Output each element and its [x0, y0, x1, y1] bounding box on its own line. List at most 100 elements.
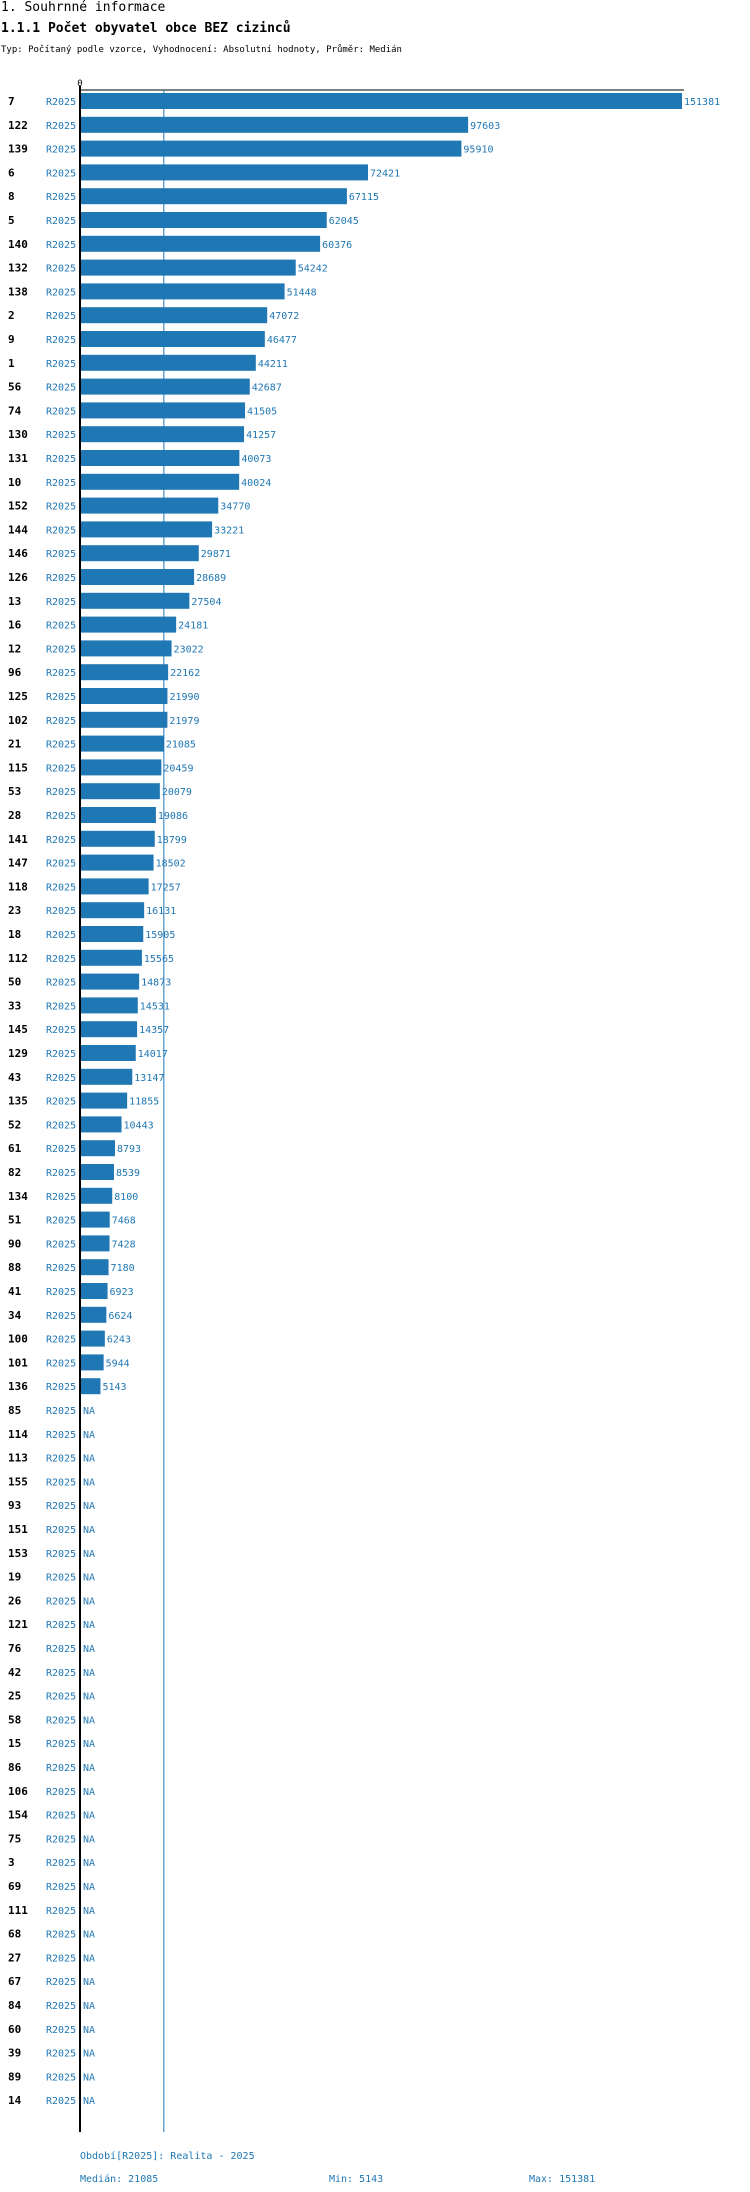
- row-period-label: R2025: [46, 502, 76, 513]
- bar: [80, 259, 296, 276]
- na-label: NA: [83, 1930, 95, 1941]
- row-id-label: 106: [8, 1785, 28, 1798]
- row-period-label: R2025: [46, 359, 76, 370]
- na-label: NA: [83, 1406, 95, 1417]
- na-label: NA: [83, 1763, 95, 1774]
- chart-title: 1.1.1 Počet obyvatel obce BEZ cizinců: [1, 21, 291, 36]
- bar-value-label: 19086: [158, 811, 188, 822]
- bar: [80, 1259, 109, 1276]
- bar-value-label: 95910: [463, 145, 493, 156]
- bar-value-label: 21979: [169, 716, 199, 727]
- bar-value-label: 42687: [252, 383, 282, 394]
- row-period-label: R2025: [46, 906, 76, 917]
- bar-value-label: 29871: [201, 549, 231, 560]
- row-period-label: R2025: [46, 1073, 76, 1084]
- bar: [80, 1354, 104, 1371]
- row-period-label: R2025: [46, 1335, 76, 1346]
- bar: [80, 1306, 107, 1323]
- bar: [80, 450, 240, 466]
- bar: [80, 997, 138, 1014]
- chart-meta-line: Typ: Počítaný podle vzorce, Vyhodnocení:…: [1, 45, 402, 55]
- row-id-label: 61: [8, 1142, 22, 1155]
- row-period-label: R2025: [46, 2025, 76, 2036]
- bar-value-label: 15905: [145, 930, 175, 941]
- row-period-label: R2025: [46, 192, 76, 203]
- bar-value-label: 34770: [220, 502, 250, 513]
- bar-value-label: 18799: [157, 835, 187, 846]
- row-period-label: R2025: [46, 1120, 76, 1131]
- row-id-label: 25: [8, 1690, 21, 1703]
- section-title: 1. Souhrnné informace: [1, 0, 166, 15]
- na-label: NA: [83, 1596, 95, 1607]
- row-period-label: R2025: [46, 621, 76, 632]
- row-period-label: R2025: [46, 668, 76, 679]
- row-period-label: R2025: [46, 1549, 76, 1560]
- bar: [80, 1330, 105, 1347]
- bar: [80, 1283, 108, 1299]
- row-id-label: 82: [8, 1166, 21, 1179]
- row-period-label: R2025: [46, 1715, 76, 1726]
- row-period-label: R2025: [46, 168, 76, 179]
- bar: [80, 1116, 122, 1133]
- row-id-label: 14: [8, 2094, 22, 2107]
- row-id-label: 74: [8, 404, 22, 417]
- row-period-label: R2025: [46, 1953, 76, 1964]
- row-id-label: 52: [8, 1118, 21, 1131]
- bar-value-label: 22162: [170, 668, 200, 679]
- row-period-label: R2025: [46, 1192, 76, 1203]
- row-id-label: 113: [8, 1452, 28, 1465]
- row-id-label: 122: [8, 119, 28, 132]
- row-id-label: 2: [8, 309, 15, 322]
- row-id-label: 18: [8, 928, 21, 941]
- bar: [80, 1164, 114, 1180]
- row-period-label: R2025: [46, 406, 76, 417]
- row-id-label: 115: [8, 761, 28, 774]
- row-id-label: 146: [8, 547, 28, 560]
- bar-value-label: 28689: [196, 573, 226, 584]
- bar: [80, 711, 168, 728]
- row-period-label: R2025: [46, 1692, 76, 1703]
- na-label: NA: [83, 1644, 95, 1655]
- row-period-label: R2025: [46, 692, 76, 703]
- bar: [80, 93, 682, 109]
- bar-value-label: 51448: [287, 287, 317, 298]
- bar-value-label: 20459: [163, 763, 193, 774]
- row-period-label: R2025: [46, 1477, 76, 1488]
- row-period-label: R2025: [46, 1668, 76, 1679]
- row-id-label: 85: [8, 1404, 21, 1417]
- bar: [80, 569, 195, 585]
- bar-value-label: 5143: [102, 1382, 126, 1393]
- row-id-label: 101: [8, 1356, 28, 1369]
- row-period-label: R2025: [46, 1239, 76, 1250]
- footer-min: Min: 5143: [329, 2174, 384, 2185]
- na-label: NA: [83, 1477, 95, 1488]
- bar-value-label: 6923: [110, 1287, 134, 1298]
- row-id-label: 136: [8, 1380, 28, 1393]
- row-id-label: 1: [8, 357, 15, 370]
- row-id-label: 58: [8, 1713, 21, 1726]
- row-period-label: R2025: [46, 335, 76, 346]
- row-id-label: 33: [8, 999, 21, 1012]
- row-period-label: R2025: [46, 644, 76, 655]
- bar: [80, 1140, 115, 1157]
- row-period-label: R2025: [46, 216, 76, 227]
- row-period-label: R2025: [46, 1358, 76, 1369]
- row-id-label: 10: [8, 476, 21, 489]
- bar-value-label: 47072: [269, 311, 299, 322]
- bar-value-label: 24181: [178, 621, 208, 632]
- row-period-label: R2025: [46, 1644, 76, 1655]
- na-label: NA: [83, 1620, 95, 1631]
- na-label: NA: [83, 1430, 95, 1441]
- row-period-label: R2025: [46, 859, 76, 870]
- bar: [80, 759, 162, 776]
- bar: [80, 783, 160, 800]
- row-period-label: R2025: [46, 978, 76, 989]
- row-id-label: 6: [8, 166, 15, 179]
- row-period-label: R2025: [46, 2072, 76, 2083]
- row-id-label: 145: [8, 1023, 28, 1036]
- bar-value-label: 5944: [106, 1358, 130, 1369]
- row-period-label: R2025: [46, 835, 76, 846]
- bar: [80, 402, 246, 419]
- row-period-label: R2025: [46, 1977, 76, 1988]
- bar-value-label: 7180: [111, 1263, 135, 1274]
